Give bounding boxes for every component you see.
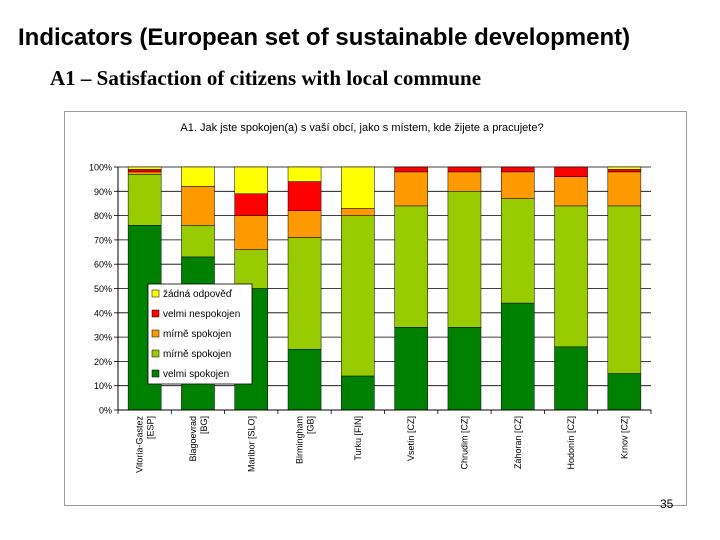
y-tick-label: 40% [94, 308, 112, 318]
bar-segment [447, 166, 482, 173]
category-label: Turku [FIN] [353, 416, 363, 461]
bar-segment [181, 166, 215, 187]
category-label: Hodonín [CZ] [566, 416, 576, 470]
y-tick-label: 80% [94, 211, 112, 221]
bar-segment [127, 166, 162, 170]
bar-segment [554, 205, 588, 348]
slide-subtitle: A1 – Satisfaction of citizens with local… [50, 66, 482, 90]
legend-swatch [151, 329, 160, 338]
y-tick-label: 20% [94, 357, 112, 367]
category-label: Vsetín [CZ] [406, 416, 416, 461]
bar-segment [394, 171, 428, 207]
bar-segment [287, 181, 322, 211]
y-tick-label: 50% [94, 284, 112, 294]
bar-segment [607, 205, 642, 374]
legend-label: velmi nespokojen [163, 309, 240, 320]
y-tick-label: 90% [94, 187, 112, 197]
bar-segment [287, 166, 322, 182]
bar-segment [341, 166, 375, 209]
category-label: Záhoran [CZ] [513, 416, 523, 469]
y-tick-label: 70% [94, 235, 112, 245]
page-number: 35 [660, 497, 674, 511]
y-tick-label: 0% [99, 406, 112, 416]
bar-segment [447, 171, 482, 192]
legend-label: velmi spokojen [163, 369, 229, 380]
bar-segment [181, 186, 215, 226]
bar-segment [341, 215, 375, 377]
legend-swatch [151, 349, 160, 358]
bar-segment [500, 198, 535, 304]
category-label: Blagoevrad[BG] [188, 416, 209, 462]
bar-segment [500, 166, 535, 173]
bar-segment [127, 174, 162, 226]
legend-swatch [151, 289, 160, 298]
bar-segment [181, 225, 215, 258]
bar-segment [554, 166, 588, 177]
bar-segment [500, 302, 535, 411]
legend-label: žádná odpověď [163, 289, 233, 300]
bar-segment [341, 208, 375, 216]
bar-segment [554, 176, 588, 207]
slide-title: Indicators (European set of sustainable … [18, 24, 631, 51]
bar-segment [607, 169, 642, 173]
bar-segment [554, 346, 588, 411]
bar-segment [287, 210, 322, 238]
y-tick-label: 10% [94, 381, 112, 391]
bar-segment [500, 171, 535, 199]
bar-segment [447, 191, 482, 328]
bar-segment [234, 166, 269, 194]
category-label: Krnov [CZ] [619, 416, 629, 459]
category-label: Birmingham[GB] [295, 416, 316, 464]
y-tick-label: 100% [89, 163, 112, 173]
bar-segment [394, 327, 428, 411]
bar-segment [234, 249, 269, 289]
category-label: Maribor [SLO] [246, 416, 256, 472]
bar-segment [234, 193, 269, 216]
bar-segment [287, 349, 322, 411]
category-label: Chrudim [CZ] [459, 416, 469, 470]
bar-segment [394, 166, 428, 173]
legend-swatch [151, 309, 160, 318]
bar-segment [341, 375, 375, 411]
legend-label: mírně spokojen [163, 349, 231, 360]
bar-segment [127, 171, 162, 175]
bar-segment [234, 215, 269, 250]
legend-swatch [151, 369, 160, 378]
chart-title: A1. Jak jste spokojen(a) s vaší obcí, ja… [180, 122, 543, 134]
bar-segment [287, 237, 322, 350]
legend-box [147, 283, 253, 385]
bar-segment [607, 171, 642, 207]
bar-segment [607, 166, 642, 170]
legend-label: mírně spokojen [163, 329, 231, 340]
bar-segment [447, 327, 482, 411]
bar-segment [394, 205, 428, 328]
y-tick-label: 30% [94, 333, 112, 343]
category-label: Vitoria-Gastez[ESP] [135, 416, 156, 473]
bar-segment [127, 169, 162, 173]
bar-segment [607, 373, 642, 411]
y-tick-label: 60% [94, 260, 112, 270]
